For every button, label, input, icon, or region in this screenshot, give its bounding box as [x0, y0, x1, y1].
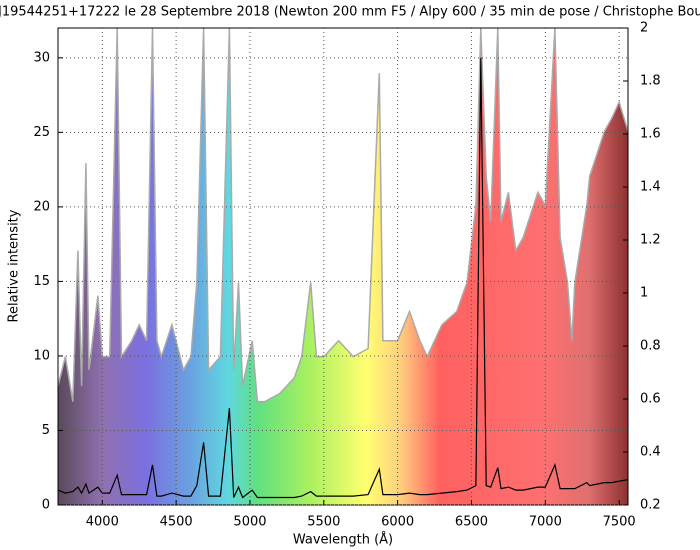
x-tick-label: 4500 [160, 515, 193, 530]
y2-tick-label: 2 [640, 21, 648, 36]
spectrum-line [58, 28, 628, 403]
x-tick-label: 6500 [455, 515, 488, 530]
plot-area [58, 28, 628, 505]
y-tick-label: 30 [33, 50, 50, 65]
y-tick-label: 0 [42, 498, 50, 513]
x-tick-label: 5500 [307, 515, 340, 530]
spectrum-area [58, 28, 628, 505]
x-tick-label: 7500 [603, 515, 636, 530]
x-tick-label: 6000 [381, 515, 414, 530]
x-tick-label: 7000 [529, 515, 562, 530]
y2-tick-label: 1.2 [640, 233, 661, 248]
y-tick-label: 5 [42, 423, 50, 438]
x-tick-label: 5000 [233, 515, 266, 530]
y2-tick-label: 1 [640, 286, 648, 301]
y2-tick-label: 0.4 [640, 445, 661, 460]
y2-tick-label: 0.6 [640, 392, 661, 407]
x-axis-label: Wavelength (Å) [293, 532, 393, 548]
y-tick-label: 10 [33, 348, 50, 363]
y2-tick-label: 1.6 [640, 127, 661, 142]
y2-tick-label: 0.8 [640, 339, 661, 354]
y2-tick-label: 1.8 [640, 74, 661, 89]
y-tick-label: 15 [33, 274, 50, 289]
y2-tick-label: 1.4 [640, 180, 661, 195]
y-axis-label: Relative intensity [7, 209, 22, 322]
chart-title: J19544251+17222 le 28 Septembre 2018 (Ne… [0, 5, 700, 20]
y-tick-label: 25 [33, 125, 50, 140]
spectrum-line [58, 57, 628, 499]
y2-tick-label: 0.2 [640, 498, 661, 513]
y-tick-label: 20 [33, 199, 50, 214]
x-tick-label: 4000 [86, 515, 119, 530]
